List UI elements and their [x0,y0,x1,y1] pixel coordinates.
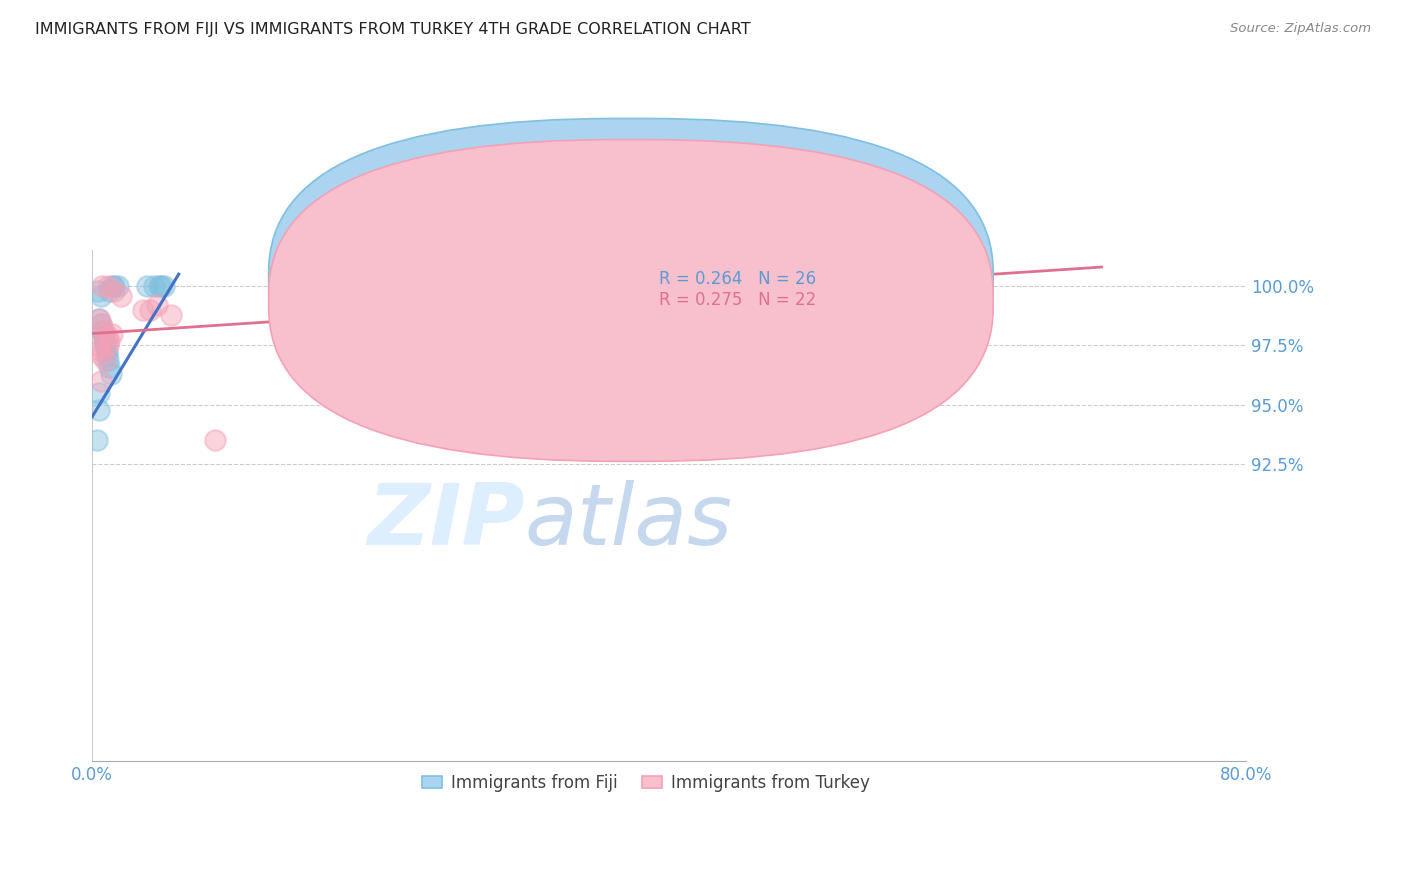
Point [98,284,121,298]
Point [160,308,183,322]
Point [136,279,159,293]
Point [89,312,111,326]
Point [89,402,111,417]
Point [97,352,120,367]
Point [98,359,121,374]
Text: ZIP: ZIP [367,480,524,563]
Point [89,343,111,358]
Point [101,326,124,341]
Point [91,324,114,338]
Point [90,288,112,302]
Text: atlas: atlas [524,480,733,563]
Point [94,338,117,352]
FancyBboxPatch shape [600,264,894,314]
FancyBboxPatch shape [269,119,993,441]
Point [90,317,112,331]
Point [139,302,162,317]
Text: R = 0.264   N = 26: R = 0.264 N = 26 [658,270,815,288]
Point [103,284,125,298]
FancyBboxPatch shape [269,140,993,461]
Point [89,312,111,326]
Point [107,279,129,293]
Point [143,279,166,293]
Point [98,334,121,348]
Point [917,267,939,281]
Point [96,329,118,343]
Point [148,279,170,293]
Point [89,386,111,401]
Point [86,434,108,448]
Point [90,317,112,331]
Point [204,434,226,448]
Point [103,279,125,293]
Legend: Immigrants from Fiji, Immigrants from Turkey: Immigrants from Fiji, Immigrants from Tu… [416,767,876,798]
Point [150,279,173,293]
Point [110,288,132,302]
Point [87,284,110,298]
Point [377,274,399,288]
Point [131,302,153,317]
Point [97,338,120,352]
Point [146,298,169,312]
Point [93,329,115,343]
Point [90,348,112,362]
Point [97,279,120,293]
Point [87,338,110,352]
Point [100,367,122,381]
Point [101,279,124,293]
Text: Source: ZipAtlas.com: Source: ZipAtlas.com [1230,22,1371,36]
Point [93,324,115,338]
Text: R = 0.275   N = 22: R = 0.275 N = 22 [658,292,815,310]
Point [96,348,118,362]
Text: IMMIGRANTS FROM FIJI VS IMMIGRANTS FROM TURKEY 4TH GRADE CORRELATION CHART: IMMIGRANTS FROM FIJI VS IMMIGRANTS FROM … [35,22,751,37]
Point [91,279,114,293]
Point [94,334,117,348]
Point [90,374,112,388]
Point [96,343,118,358]
Point [94,352,117,367]
Point [153,279,176,293]
